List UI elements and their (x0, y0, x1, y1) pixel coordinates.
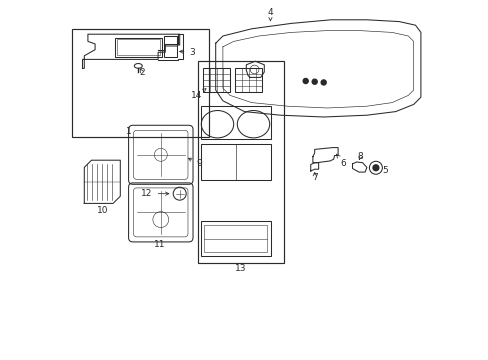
Circle shape (321, 80, 325, 85)
Text: 8: 8 (357, 152, 363, 161)
Text: 13: 13 (235, 264, 246, 273)
Bar (72, 29, 208, 137)
Text: 5: 5 (382, 166, 387, 175)
Text: 7: 7 (311, 172, 317, 182)
Text: 4: 4 (267, 8, 273, 21)
Text: 11: 11 (154, 240, 165, 249)
Bar (200, 221, 270, 256)
Text: 1: 1 (126, 127, 132, 136)
Text: 6: 6 (336, 154, 346, 168)
Bar (197, 61, 284, 263)
Text: 3: 3 (180, 48, 195, 57)
Text: 2: 2 (139, 68, 144, 77)
Text: 14: 14 (191, 89, 205, 100)
Circle shape (303, 78, 307, 84)
Bar (204, 225, 266, 252)
Text: 12: 12 (141, 189, 168, 198)
Bar (117, 39, 160, 55)
Circle shape (372, 165, 378, 171)
Bar (200, 106, 270, 139)
Text: 9: 9 (188, 158, 202, 168)
Bar (235, 68, 262, 92)
Bar (115, 38, 162, 57)
Bar (203, 68, 230, 92)
Circle shape (311, 79, 317, 84)
Bar (200, 144, 270, 180)
Bar (163, 36, 177, 57)
Text: 10: 10 (96, 206, 108, 215)
